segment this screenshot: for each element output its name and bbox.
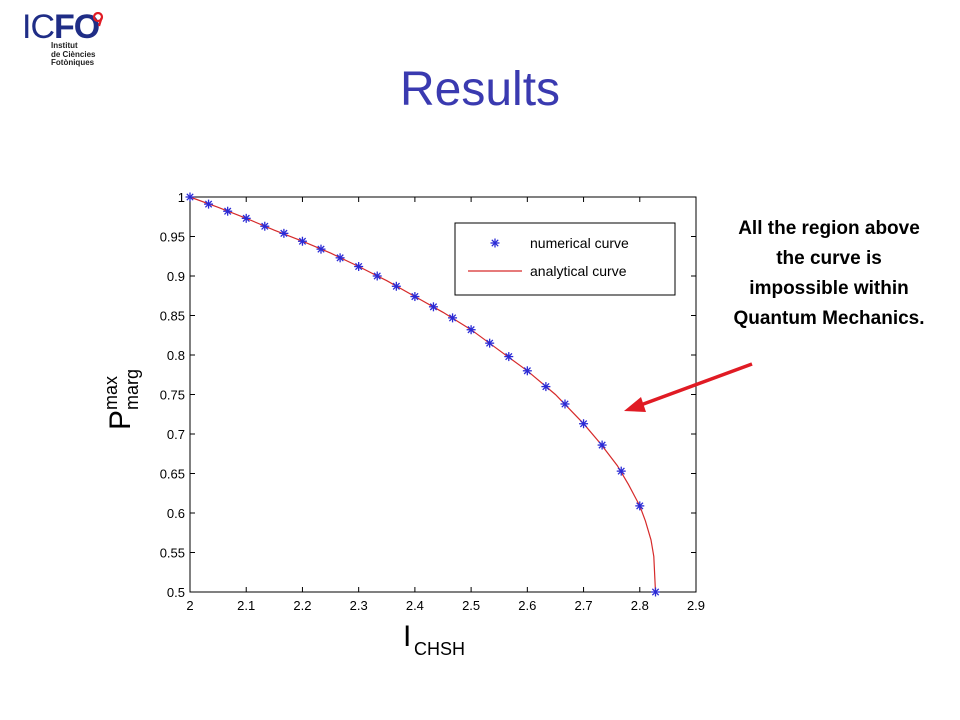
legend-marker-star-icon: [490, 238, 500, 248]
x-tick-label: 2: [186, 598, 193, 613]
y-tick-label: 0.6: [167, 506, 185, 521]
x-tick-label: 2.9: [687, 598, 705, 613]
logo-subtitle-line1: Institut: [51, 41, 78, 50]
y-tick-label: 0.75: [160, 388, 185, 403]
data-point-numerical: [428, 302, 438, 312]
data-point-numerical: [185, 192, 195, 202]
x-axis-label-sub: CHSH: [414, 639, 465, 659]
data-point-numerical: [372, 271, 382, 281]
annotation-arrow: [624, 362, 753, 412]
x-axis-label-main: I: [403, 620, 411, 653]
y-tick-label: 0.5: [167, 585, 185, 600]
slide-title: Results: [399, 63, 561, 116]
data-point-numerical: [597, 440, 607, 450]
data-point-numerical: [616, 466, 626, 476]
data-point-numerical: [335, 253, 345, 263]
data-point-numerical: [635, 501, 645, 511]
data-point-numerical: [223, 206, 233, 216]
legend-marker-numerical: [490, 238, 500, 248]
data-point-numerical: [541, 382, 551, 392]
y-tick-label: 0.85: [160, 309, 185, 324]
annotation-arrowhead-icon: [624, 397, 646, 412]
data-point-numerical: [204, 199, 214, 209]
y-tick-label: 1: [178, 190, 185, 205]
data-point-numerical: [316, 244, 326, 254]
axis-ticks: 2 2.1 2.2 2.3 2.4 2.5 2.6 2.7 2.8 2.9 0.5 0.55 0.6 0.…: [160, 190, 705, 613]
y-tick-label: 0.8: [167, 348, 185, 363]
x-tick-label: 2.7: [575, 598, 593, 613]
data-point-numerical: [651, 587, 661, 597]
data-point-numerical: [448, 313, 458, 323]
data-point-numerical: [354, 262, 364, 272]
x-tick-label: 2.6: [518, 598, 536, 613]
data-point-numerical: [485, 338, 495, 348]
logo-wordmark-fo: FO: [54, 8, 100, 46]
logo-mark-icon: [92, 12, 104, 27]
y-tick-label: 0.65: [160, 467, 185, 482]
data-point-numerical: [522, 366, 532, 376]
data-point-numerical: [241, 213, 251, 223]
plot-series: [185, 192, 661, 597]
legend-box: [454, 222, 676, 296]
x-tick-label: 2.2: [293, 598, 311, 613]
data-point-numerical: [391, 281, 401, 291]
logo-wordmark: ICFO: [22, 8, 100, 46]
y-tick-label: 0.9: [167, 269, 185, 284]
y-axis-label-sup: max: [101, 376, 121, 410]
y-tick-label: 0.55: [160, 546, 185, 561]
annotation-arrow-shaft: [637, 362, 753, 408]
x-tick-label: 2.5: [462, 598, 480, 613]
y-tick-label: 0.95: [160, 230, 185, 245]
y-tick-label: 0.7: [167, 427, 185, 442]
x-tick-label: 2.3: [350, 598, 368, 613]
data-point-numerical: [260, 221, 270, 231]
y-axis-label-sub: marg: [122, 369, 142, 410]
data-point-numerical: [297, 236, 307, 246]
x-tick-label: 2.1: [237, 598, 255, 613]
y-axis-label-main: P: [104, 410, 137, 430]
data-point-numerical: [279, 228, 289, 238]
logo-wordmark-ic: IC: [22, 8, 55, 46]
data-point-numerical: [466, 325, 476, 335]
data-point-numerical: [560, 399, 570, 409]
annotation-text: All the region above the curve is imposs…: [733, 218, 925, 329]
legend-label-numerical: numerical curve: [530, 235, 629, 251]
icfo-logo: ICFO Institut de Ciències Fotòniques: [22, 8, 122, 68]
data-point-numerical: [504, 352, 514, 362]
series-line-analytical: [189, 196, 657, 593]
legend-label-analytical: analytical curve: [530, 263, 627, 279]
logo-subtitle-line2: de Ciències: [51, 49, 96, 59]
data-point-numerical: [579, 419, 589, 429]
legend: numerical curve analytical curve: [454, 222, 676, 296]
y-axis-label: P max marg: [101, 369, 142, 430]
logo-subtitle: Institut de Ciències Fotòniques: [51, 41, 96, 68]
x-tick-label: 2.8: [631, 598, 649, 613]
data-point-numerical: [410, 292, 420, 302]
x-axis-label: I CHSH: [403, 620, 465, 659]
x-tick-label: 2.4: [406, 598, 424, 613]
logo-subtitle-line3: Fotòniques: [51, 58, 95, 67]
